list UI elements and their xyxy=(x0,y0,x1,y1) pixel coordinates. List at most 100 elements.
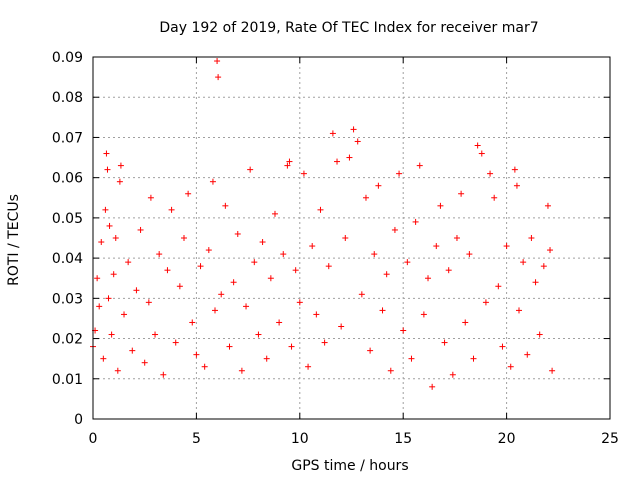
data-point xyxy=(520,259,527,266)
data-point xyxy=(305,363,312,370)
data-point xyxy=(209,178,216,185)
data-point xyxy=(114,367,121,374)
data-point xyxy=(189,319,196,326)
data-point xyxy=(284,162,291,169)
data-point xyxy=(367,347,374,354)
data-point xyxy=(325,263,332,270)
x-tick-label: 5 xyxy=(192,431,201,447)
x-tick-label: 25 xyxy=(601,431,619,447)
data-point xyxy=(441,339,448,346)
data-point xyxy=(255,331,262,338)
data-point xyxy=(420,311,427,318)
data-point xyxy=(103,150,110,157)
data-point xyxy=(152,331,159,338)
data-point xyxy=(474,142,481,149)
y-axis-label: ROTI / TECUs xyxy=(6,194,22,286)
data-point xyxy=(536,331,543,338)
y-tick-label: 0.08 xyxy=(52,90,83,106)
y-tick-label: 0.02 xyxy=(52,332,83,348)
data-points xyxy=(90,58,556,390)
x-axis-label: GPS time / hours xyxy=(291,458,408,474)
y-tick-label: 0.07 xyxy=(52,130,83,146)
data-point xyxy=(156,251,163,258)
data-point xyxy=(458,190,465,197)
data-point xyxy=(141,359,148,366)
data-point xyxy=(482,299,489,306)
data-point xyxy=(445,267,452,274)
data-point xyxy=(449,371,456,378)
y-tick-label: 0 xyxy=(74,412,83,428)
y-tick-label: 0.03 xyxy=(52,291,83,307)
data-point xyxy=(371,251,378,258)
data-point xyxy=(404,259,411,266)
chart-title: Day 192 of 2019, Rate Of TEC Index for r… xyxy=(159,20,538,36)
data-point xyxy=(100,355,107,362)
y-tick-label: 0.05 xyxy=(52,211,83,227)
data-point xyxy=(462,319,469,326)
data-point xyxy=(296,299,303,306)
data-point xyxy=(145,299,152,306)
x-tick-label: 20 xyxy=(498,431,516,447)
data-point xyxy=(133,287,140,294)
data-point xyxy=(346,154,353,161)
data-point xyxy=(547,247,554,254)
data-point xyxy=(94,275,101,282)
data-point xyxy=(271,210,278,217)
data-point xyxy=(425,275,432,282)
data-point xyxy=(334,158,341,165)
data-point xyxy=(478,150,485,157)
axis-ticks: 0 5 10 15 20 25 0 0.01 0.02 0.03 0.04 0.05 0.06 0.07 0… xyxy=(52,50,619,447)
data-point xyxy=(513,182,520,189)
data-point xyxy=(125,259,132,266)
data-point xyxy=(400,327,407,334)
data-point xyxy=(528,235,535,241)
y-tick-label: 0.04 xyxy=(52,251,83,267)
data-point xyxy=(412,218,419,225)
data-point xyxy=(358,291,365,298)
data-point xyxy=(408,355,415,362)
data-point xyxy=(137,226,144,233)
data-point xyxy=(226,343,233,350)
data-point xyxy=(362,194,369,201)
data-point xyxy=(391,226,398,233)
data-point xyxy=(338,323,345,330)
x-tick-label: 10 xyxy=(291,431,309,447)
data-point xyxy=(263,355,270,362)
data-point xyxy=(487,170,494,177)
data-point xyxy=(129,347,136,354)
data-point xyxy=(396,170,403,177)
data-point xyxy=(117,162,124,169)
data-point xyxy=(110,271,117,278)
data-point xyxy=(96,303,103,310)
data-point xyxy=(511,166,518,173)
data-point xyxy=(549,367,556,374)
data-point xyxy=(108,331,115,338)
data-point xyxy=(433,243,440,250)
data-point xyxy=(286,158,293,165)
data-point xyxy=(267,275,274,282)
data-point xyxy=(354,138,361,145)
data-point xyxy=(317,206,324,213)
y-tick-label: 0.01 xyxy=(52,372,83,388)
data-point xyxy=(300,170,307,177)
data-point xyxy=(429,383,436,390)
data-point xyxy=(102,206,109,213)
data-point xyxy=(387,367,394,374)
data-point xyxy=(121,311,128,318)
data-point xyxy=(532,279,539,286)
data-point xyxy=(470,355,477,362)
data-point xyxy=(116,178,123,185)
data-point xyxy=(321,339,328,346)
data-point xyxy=(383,271,390,278)
data-point xyxy=(197,263,204,270)
data-point xyxy=(276,319,283,326)
data-point xyxy=(499,343,506,350)
grid-layer xyxy=(93,57,610,419)
data-point xyxy=(172,339,179,346)
data-point xyxy=(180,235,187,241)
data-point xyxy=(176,283,183,290)
data-point xyxy=(379,307,386,314)
data-point xyxy=(342,235,349,241)
data-point xyxy=(147,194,154,201)
